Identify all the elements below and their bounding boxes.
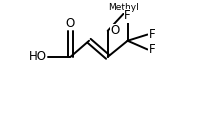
Text: F: F — [124, 9, 131, 22]
Text: F: F — [149, 28, 155, 41]
Text: HO: HO — [29, 50, 47, 63]
Text: Methyl: Methyl — [109, 3, 139, 12]
Text: O: O — [66, 17, 75, 30]
Text: O: O — [110, 24, 119, 37]
Text: F: F — [149, 43, 155, 56]
